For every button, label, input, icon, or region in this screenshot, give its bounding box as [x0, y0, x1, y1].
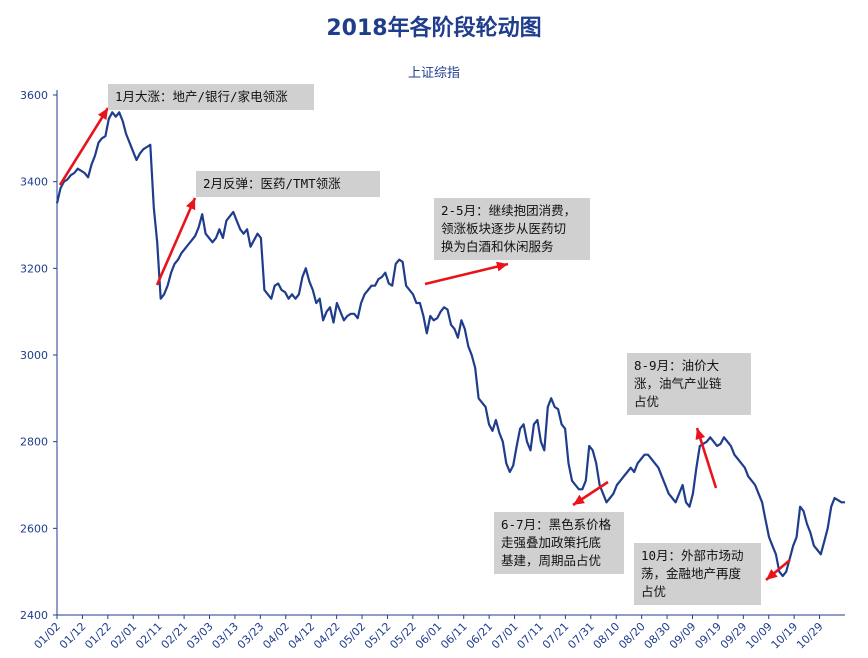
- annotation-october: 10月：外部市场动 荡，金融地产再度 占优: [634, 543, 761, 605]
- x-tick-label: 08/10: [591, 620, 623, 652]
- y-tick-label: 2800: [20, 436, 48, 449]
- annotation-february: 2月反弹：医药/TMT领涨: [196, 171, 380, 197]
- x-tick-label: 08/20: [616, 620, 648, 652]
- annotation-arrowhead: [695, 428, 706, 440]
- annotation-feb-may: 2-5月：继续抱团消费， 领涨板块逐步从医药切 换为白酒和休闲服务: [434, 198, 590, 260]
- x-tick-label: 06/21: [464, 620, 496, 652]
- x-tick-label: 02/11: [133, 620, 165, 652]
- y-tick-label: 2400: [20, 609, 48, 622]
- x-tick-label: 07/31: [565, 620, 597, 652]
- annotation-jun-jul: 6-7月：黑色系价格 走强叠加政策托底 基建，周期品占优: [494, 512, 624, 574]
- x-tick-label: 06/11: [438, 620, 470, 652]
- x-tick-label: 10/09: [743, 620, 775, 652]
- x-tick-label: 10/19: [769, 620, 801, 652]
- x-tick-label: 09/09: [667, 620, 699, 652]
- annotation-line: 10月：外部市场动: [641, 548, 744, 563]
- annotation-arrow: [58, 107, 110, 186]
- x-tick-label: 02/21: [159, 620, 191, 652]
- x-tick-label: 08/30: [642, 620, 674, 652]
- annotation-line: 基建，周期品占优: [501, 553, 602, 568]
- annotation-line: 占优: [641, 584, 667, 599]
- x-tick-label: 04/02: [260, 620, 292, 652]
- x-tick-label: 07/21: [540, 620, 572, 652]
- chart-subtitle: 上证综指: [407, 66, 460, 81]
- annotation-line: 8-9月：油价大: [634, 358, 720, 373]
- y-tick-label: 2600: [20, 522, 48, 535]
- annotation-arrow: [155, 197, 197, 286]
- series-layer: [55, 111, 845, 578]
- annotation-line: 荡，金融地产再度: [641, 566, 742, 581]
- annotation-line: 领涨板块逐步从医药切: [441, 221, 567, 236]
- y-tick-label: 3400: [20, 176, 48, 189]
- x-tick-label: 04/12: [286, 620, 318, 652]
- annotation-line: 涨，油气产业链: [634, 376, 722, 391]
- arrow-layer: [58, 107, 791, 581]
- annotation-line: 换为白酒和休闲服务: [441, 239, 554, 254]
- annotation-line: 占优: [634, 394, 660, 409]
- y-tick-label: 3000: [20, 349, 48, 362]
- series-line: [55, 111, 845, 578]
- annotation-arrowhead: [766, 569, 778, 580]
- x-tick-label: 05/22: [387, 620, 419, 652]
- x-tick-label: 03/23: [235, 620, 267, 652]
- annotation-line: 走强叠加政策托底: [501, 535, 602, 550]
- x-tick-label: 05/12: [362, 620, 394, 652]
- x-tick-label: 01/22: [82, 620, 114, 652]
- x-tick-label: 09/29: [718, 620, 750, 652]
- annotation-arrowhead: [573, 494, 585, 505]
- x-tick-label: 10/29: [794, 620, 826, 652]
- annotation-arrowhead: [97, 108, 108, 120]
- x-tick-label: 01/12: [57, 620, 89, 652]
- annotation-line: 2-5月：继续抱团消费，: [441, 203, 577, 218]
- x-tick-label: 04/22: [311, 620, 343, 652]
- annotation-arrow: [424, 262, 509, 286]
- x-tick-label: 06/01: [413, 620, 445, 652]
- x-tick-label: 03/03: [184, 620, 216, 652]
- x-tick-label: 01/02: [32, 620, 64, 652]
- x-tick-label: 07/01: [489, 620, 521, 652]
- annotation-line: 1月大涨：地产/银行/家电领涨: [115, 89, 288, 104]
- annotation-january: 1月大涨：地产/银行/家电领涨: [108, 84, 314, 110]
- annotation-arrowhead: [496, 261, 508, 272]
- x-tick-label: 05/02: [337, 620, 369, 652]
- annotation-arrowhead: [186, 198, 196, 211]
- y-tick-label: 3600: [20, 89, 48, 102]
- annotation-aug-sep: 8-9月：油价大 涨，油气产业链 占优: [627, 353, 751, 415]
- x-tick-label: 02/01: [108, 620, 140, 652]
- chart-title: 2018年各阶段轮动图: [326, 16, 542, 41]
- annotation-line: 6-7月：黑色系价格: [501, 517, 612, 532]
- x-tick-label: 09/19: [692, 620, 724, 652]
- y-tick-label: 3200: [20, 262, 48, 275]
- x-tick-label: 03/13: [209, 620, 241, 652]
- annotation-line: 2月反弹：医药/TMT领涨: [203, 176, 341, 191]
- x-tick-label: 07/11: [514, 620, 546, 652]
